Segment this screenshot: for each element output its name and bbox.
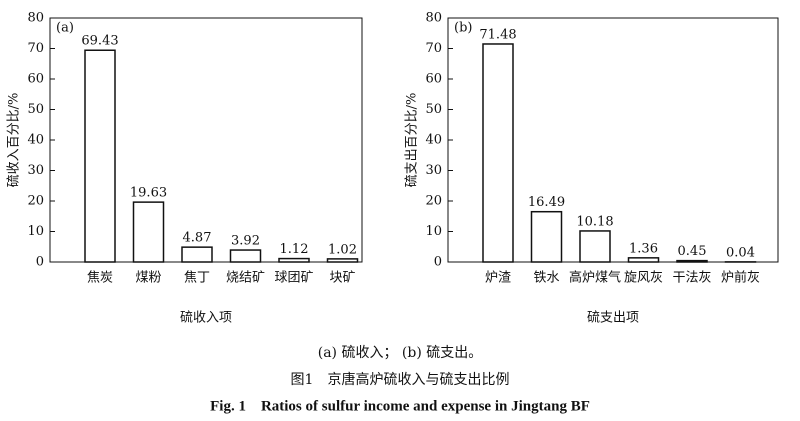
value-label: 1.12 xyxy=(280,242,309,257)
y-tick-label: 10 xyxy=(27,224,44,239)
y-tick-label: 10 xyxy=(425,224,442,239)
value-label: 1.02 xyxy=(328,242,357,257)
y-tick-label: 30 xyxy=(27,163,44,178)
bar xyxy=(181,246,213,263)
y-tick-label: 80 xyxy=(27,11,44,26)
x-tick-label: 干法灰 xyxy=(672,271,711,286)
bar xyxy=(132,201,165,263)
x-tick-label: 炉前灰 xyxy=(721,270,760,286)
panel-label: (b) xyxy=(454,21,472,36)
x-tick-label: 球团矿 xyxy=(274,271,313,286)
caption-cn: 图1 京唐高炉硫收入与硫支出比例 xyxy=(291,371,510,388)
value-label: 1.36 xyxy=(629,241,658,256)
x-axis-label: 硫收入项 xyxy=(180,311,232,326)
caption-en: Fig. 1 Ratios of sulfur income and expen… xyxy=(210,398,590,414)
x-tick-label: 焦炭 xyxy=(87,271,113,286)
y-tick-label: 20 xyxy=(27,194,44,209)
panel-label: (a) xyxy=(56,21,74,36)
value-label: 10.18 xyxy=(576,214,613,229)
x-axis-label: 硫支出项 xyxy=(587,311,639,326)
bar xyxy=(530,210,563,263)
value-label: 3.92 xyxy=(231,234,260,249)
y-tick-label: 40 xyxy=(425,133,442,148)
x-tick-label: 烧结矿 xyxy=(226,271,265,286)
value-label: 69.43 xyxy=(81,34,118,49)
bar xyxy=(278,257,310,263)
x-tick-label: 旋风灰 xyxy=(624,271,663,286)
y-tick-label: 40 xyxy=(27,133,44,148)
value-label: 0.45 xyxy=(678,244,707,259)
y-tick-label: 70 xyxy=(425,41,442,56)
y-tick-label: 60 xyxy=(425,72,442,87)
x-tick-label: 铁水 xyxy=(533,271,559,286)
subcaption: (a) 硫收入； (b) 硫支出。 xyxy=(318,345,483,361)
y-tick-label: 60 xyxy=(27,72,44,87)
y-axis-label: 硫收入百分比/% xyxy=(7,93,22,188)
x-tick-label: 焦丁 xyxy=(184,271,210,286)
y-tick-label: 50 xyxy=(27,102,44,117)
y-axis-label: 硫支出百分比/% xyxy=(405,93,420,188)
y-tick-label: 0 xyxy=(434,255,442,270)
y-tick-label: 80 xyxy=(425,11,442,26)
bar xyxy=(579,230,611,263)
x-tick-label: 高炉煤气 xyxy=(569,270,621,286)
y-tick-label: 70 xyxy=(27,41,44,56)
x-tick-label: 炉渣 xyxy=(485,271,511,286)
value-label: 16.49 xyxy=(528,195,565,210)
y-tick-label: 0 xyxy=(36,255,44,270)
value-label: 0.04 xyxy=(726,245,755,260)
x-tick-label: 块矿 xyxy=(329,271,355,286)
y-tick-label: 50 xyxy=(425,102,442,117)
bar xyxy=(627,257,660,263)
value-label: 4.87 xyxy=(183,231,212,246)
value-label: 71.48 xyxy=(479,27,516,42)
bar xyxy=(326,258,359,263)
bar xyxy=(482,43,514,263)
bar xyxy=(229,249,262,263)
y-tick-label: 20 xyxy=(425,194,442,209)
y-tick-label: 30 xyxy=(425,163,442,178)
x-tick-label: 煤粉 xyxy=(135,271,161,286)
bar xyxy=(676,259,708,263)
bar xyxy=(84,49,116,263)
value-label: 19.63 xyxy=(130,186,167,201)
